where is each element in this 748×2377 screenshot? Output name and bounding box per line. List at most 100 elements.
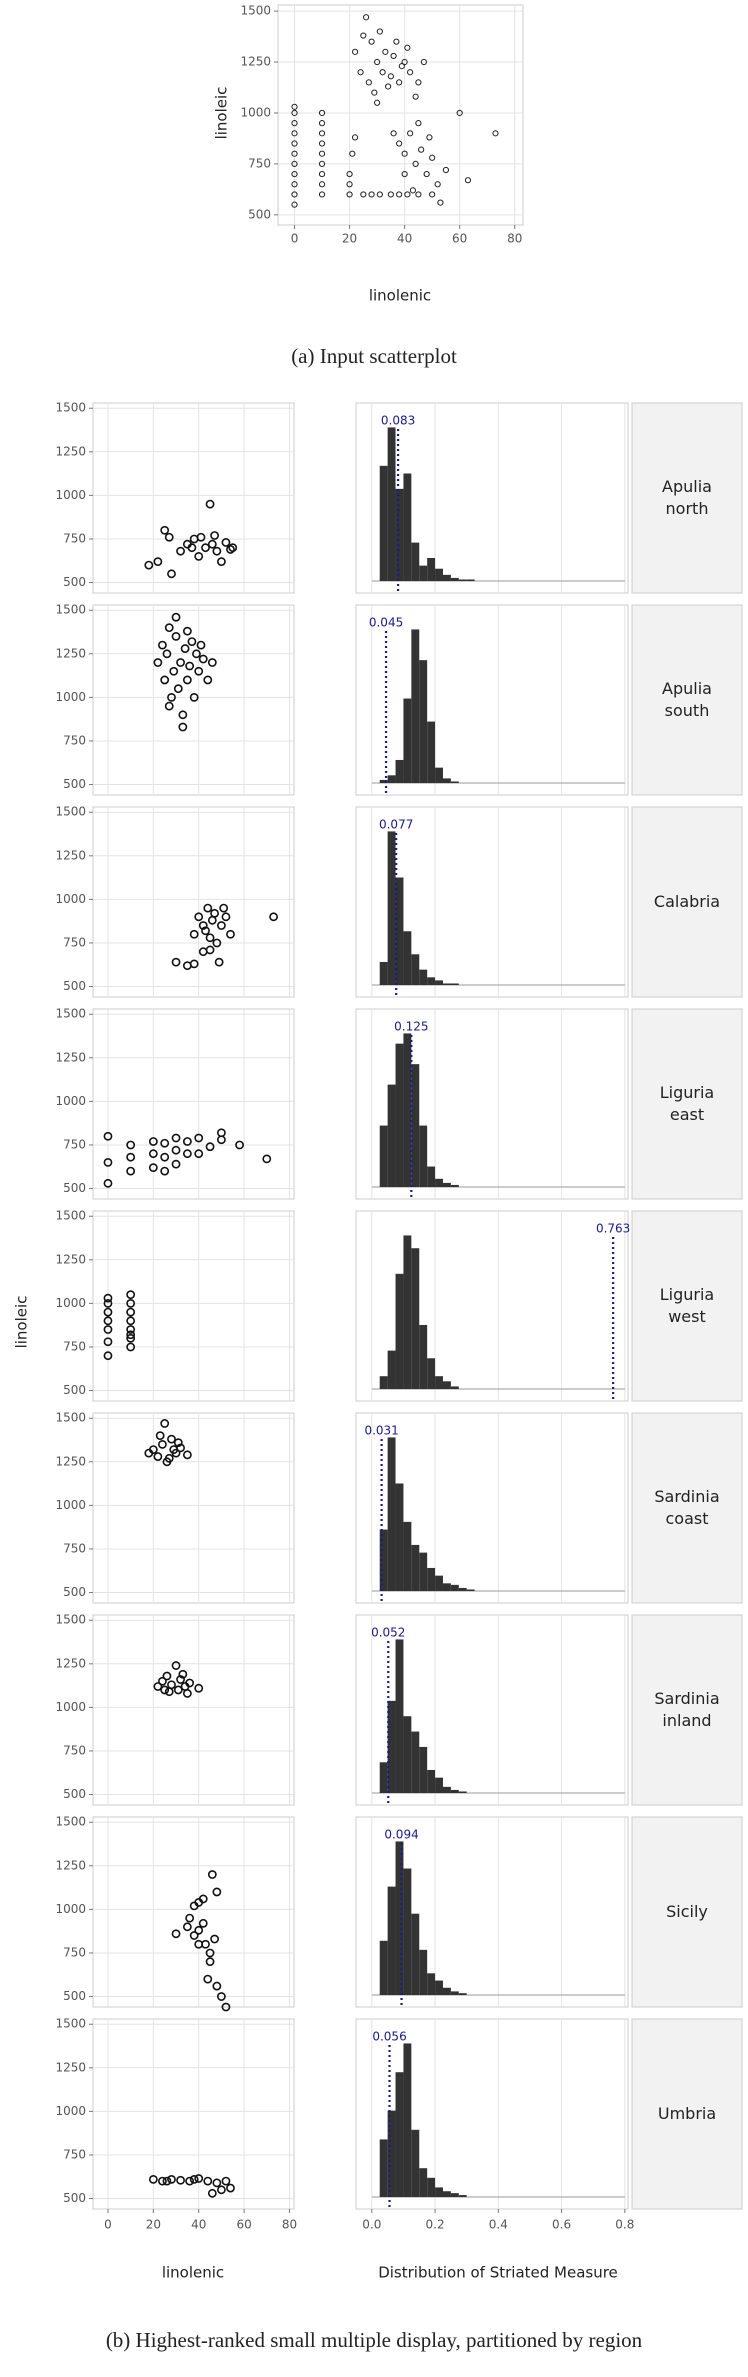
point [212,546,222,556]
histogram-bar [435,1376,443,1389]
point [379,69,386,76]
histogram-bar [419,660,428,783]
panel [92,1210,295,1402]
striated-label: 0.083 [381,414,415,428]
point [210,1934,219,1944]
point [412,93,419,100]
point [205,933,215,943]
point [185,2176,195,2186]
y-axis-label: linoleic [213,87,231,140]
y-tick-label: 1500 [55,805,86,819]
point [103,1178,113,1188]
point [437,199,444,206]
point [396,191,403,198]
point [103,1157,113,1167]
point [228,543,238,553]
point [198,1918,208,1928]
histogram-bar [379,1529,388,1591]
y-tick-label: 1000 [55,2104,86,2118]
point [318,181,326,188]
histogram-bar [450,1386,459,1389]
point [291,201,298,208]
histogram-bar [435,2187,443,2197]
histogram-bar [395,1043,404,1187]
point [201,926,210,936]
point [318,140,326,147]
histogram-bar [427,1769,436,1793]
point [194,1133,204,1143]
y-tick-label: 1500 [55,1613,86,1627]
point [219,903,229,913]
y-tick-label: 500 [63,1383,86,1397]
point [207,1870,217,1879]
point [153,557,163,567]
point [404,44,411,51]
y-tick-label: 1250 [55,444,86,458]
point [126,1140,136,1150]
histogram-bar [387,1084,396,1187]
y-tick-label: 1250 [55,848,86,862]
y-tick-label: 750 [63,733,86,747]
striated-label: 0.031 [364,1424,398,1438]
point [182,1137,192,1146]
point [194,1683,204,1693]
point [103,1337,113,1347]
y-tick-label: 1250 [240,55,271,69]
point [178,722,188,732]
y-tick-label: 1250 [55,646,86,660]
histogram-bar [427,1358,436,1389]
x-tick-label: 80 [507,232,522,246]
point [126,1333,136,1343]
point [318,170,326,178]
point [203,675,213,685]
point [291,191,298,198]
point [167,1434,176,1444]
point [207,2188,217,2198]
histogram-bar [403,1521,412,1591]
point [167,692,176,702]
point [401,150,408,157]
y-tick-label: 1500 [55,2017,86,2031]
point [221,912,231,922]
point [176,2175,185,2185]
point [194,1925,204,1935]
point [189,929,199,939]
histogram-bar [435,1575,443,1591]
point [182,1922,192,1932]
point [203,903,213,913]
point [217,1992,226,2001]
point [103,1293,113,1303]
point [196,532,206,542]
histogram-bar [403,1868,412,1995]
point [205,945,215,955]
point [160,1152,170,1162]
point [162,1671,172,1681]
point [126,1316,136,1326]
strip-label: Calabria [654,892,720,911]
point [158,640,167,650]
point [203,2176,213,2186]
point [368,38,375,45]
histogram-bar [395,1483,404,1591]
panel [92,1614,295,1806]
point [221,538,231,547]
point [126,1325,136,1334]
strip-label: Umbria [658,2104,716,2123]
y-tick-label: 500 [63,2191,86,2205]
histogram-bar [442,1182,451,1187]
point [442,166,450,174]
histogram-bar [442,778,451,783]
point [217,921,226,930]
point [393,38,400,45]
striated-label: 0.125 [394,1020,428,1034]
point [160,1138,170,1148]
point [198,654,208,664]
histogram-bar [427,2177,436,2197]
point [492,130,499,137]
point [368,191,375,198]
histogram-bar [395,1273,404,1389]
point [194,551,204,561]
histogram-bar [379,961,388,985]
point [212,938,222,948]
